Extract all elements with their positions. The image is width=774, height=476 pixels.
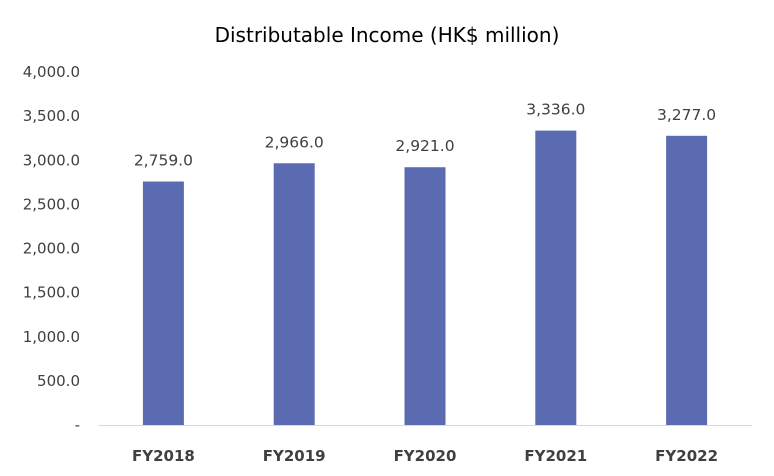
- y-tick-label: 3,000.0: [23, 151, 80, 169]
- bar-fy2020: [404, 167, 446, 426]
- bar-fy2022: [666, 135, 708, 425]
- y-axis: - 500.0 1,000.0 1,500.0 2,000.0 2,500.0 3,000.…: [23, 63, 80, 434]
- bar-fy2021: [535, 130, 577, 425]
- x-tick-label-fy2021: FY2021: [524, 447, 587, 465]
- bar-fy2018: [142, 181, 184, 425]
- x-tick-label-fy2018: FY2018: [132, 447, 195, 465]
- data-label-fy2022: 3,277.0: [657, 106, 716, 124]
- y-tick-label: -: [75, 416, 80, 434]
- data-label-fy2020: 2,921.0: [395, 137, 454, 155]
- y-tick-label: 2,500.0: [23, 195, 80, 213]
- x-tick-label-fy2019: FY2019: [263, 447, 326, 465]
- y-tick-label: 1,500.0: [23, 284, 80, 302]
- y-tick-label: 2,000.0: [23, 240, 80, 258]
- y-tick-label: 4,000.0: [23, 63, 80, 81]
- chart-title: Distributable Income (HK$ million): [215, 23, 560, 47]
- data-label-fy2019: 2,966.0: [265, 133, 324, 151]
- bars-group: [142, 130, 708, 426]
- bar-fy2019: [273, 163, 315, 426]
- x-tick-label-fy2022: FY2022: [655, 447, 718, 465]
- data-labels-group: 2,759.0 2,966.0 2,921.0 3,336.0 3,277.0: [134, 101, 716, 170]
- data-label-fy2018: 2,759.0: [134, 152, 193, 170]
- y-tick-label: 1,000.0: [23, 328, 80, 346]
- x-axis: FY2018 FY2019 FY2020 FY2021 FY2022: [98, 425, 752, 465]
- x-tick-label-fy2020: FY2020: [394, 447, 457, 465]
- data-label-fy2021: 3,336.0: [526, 101, 585, 119]
- y-tick-label: 500.0: [37, 372, 80, 390]
- y-tick-label: 3,500.0: [23, 107, 80, 125]
